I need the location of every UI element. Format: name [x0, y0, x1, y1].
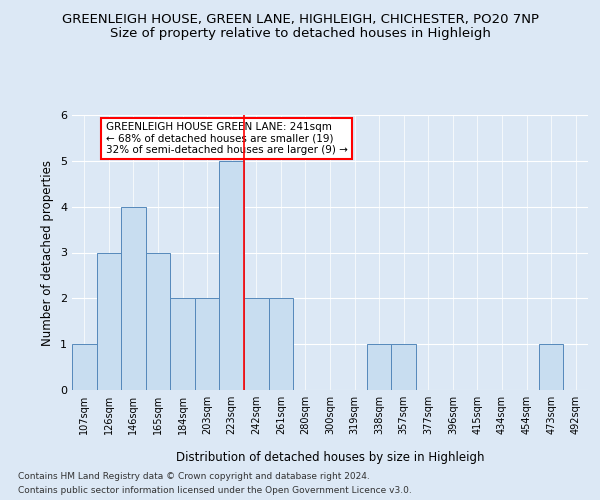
Bar: [391, 344, 416, 390]
Bar: [72, 344, 97, 390]
Text: Contains public sector information licensed under the Open Government Licence v3: Contains public sector information licen…: [18, 486, 412, 495]
Bar: [195, 298, 220, 390]
Bar: [539, 344, 563, 390]
Y-axis label: Number of detached properties: Number of detached properties: [41, 160, 55, 346]
Text: Size of property relative to detached houses in Highleigh: Size of property relative to detached ho…: [110, 28, 490, 40]
Bar: [97, 252, 121, 390]
Bar: [244, 298, 269, 390]
Bar: [146, 252, 170, 390]
Text: GREENLEIGH HOUSE, GREEN LANE, HIGHLEIGH, CHICHESTER, PO20 7NP: GREENLEIGH HOUSE, GREEN LANE, HIGHLEIGH,…: [62, 12, 539, 26]
Bar: [170, 298, 195, 390]
Text: Contains HM Land Registry data © Crown copyright and database right 2024.: Contains HM Land Registry data © Crown c…: [18, 472, 370, 481]
Bar: [367, 344, 391, 390]
Bar: [220, 161, 244, 390]
Bar: [269, 298, 293, 390]
Text: Distribution of detached houses by size in Highleigh: Distribution of detached houses by size …: [176, 451, 484, 464]
Text: GREENLEIGH HOUSE GREEN LANE: 241sqm
← 68% of detached houses are smaller (19)
32: GREENLEIGH HOUSE GREEN LANE: 241sqm ← 68…: [106, 122, 347, 155]
Bar: [121, 206, 146, 390]
